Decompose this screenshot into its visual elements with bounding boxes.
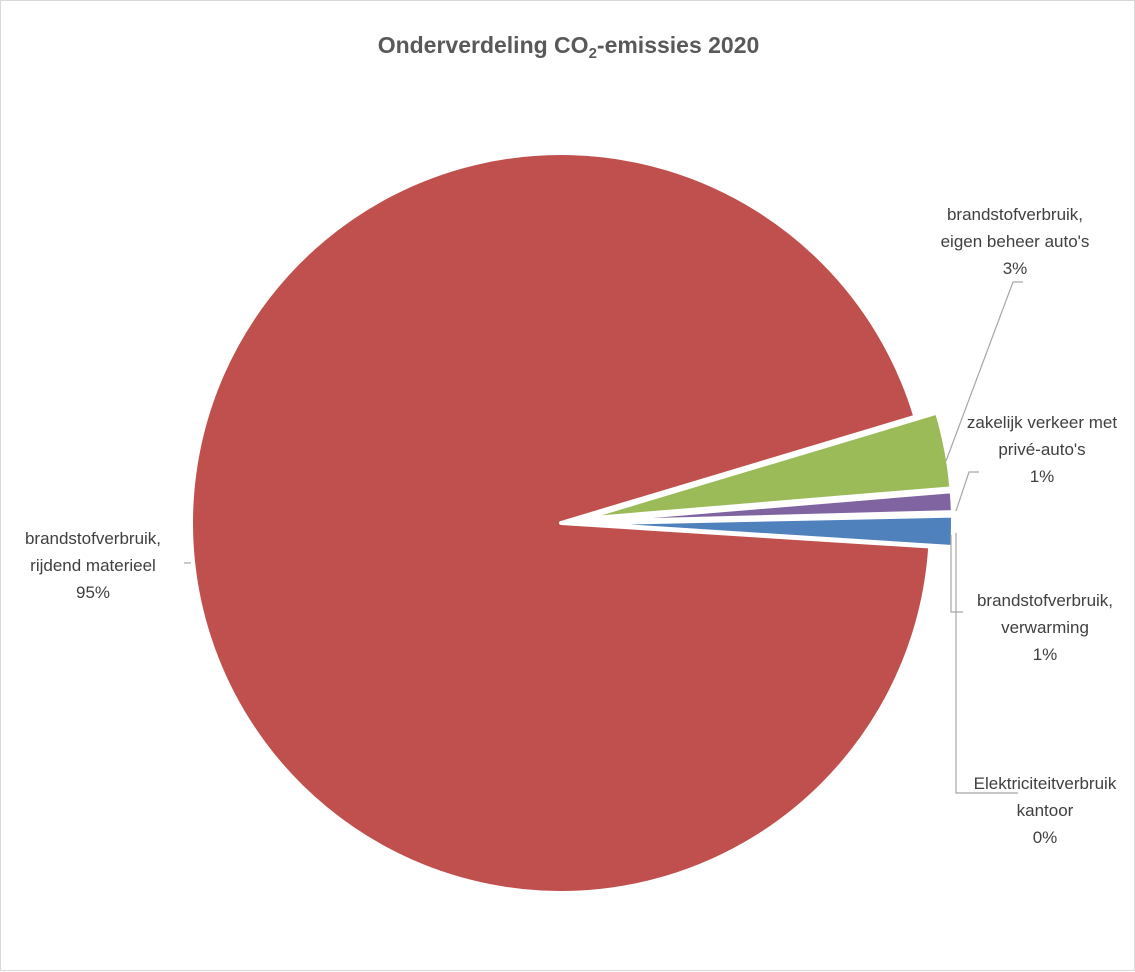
data-label-category-line: privé-auto's: [998, 440, 1085, 459]
pie-slice-brandstofverbruik-eigen-beheer-auto-s: [580, 410, 954, 521]
leader-line-zakelijk-verkeer-met-prive-auto-s: [955, 471, 979, 512]
data-label-percent: 0%: [1033, 828, 1058, 847]
data-label-category-line: brandstofverbruik,: [25, 529, 161, 548]
chart-title: Onderverdeling CO2-emissies 2020: [1, 31, 1135, 68]
pie-slice-zakelijk-verkeer-met-prive-auto-s: [580, 489, 955, 524]
leader-line-brandstofverbruik-verwarming: [950, 535, 963, 613]
data-label-category-line: brandstofverbruik,: [977, 591, 1113, 610]
data-label-category-line: Elektriciteitverbruik: [974, 774, 1117, 793]
data-label-zakelijk-verkeer-met-prive-auto-s: zakelijk verkeer met privé-auto's 1%: [967, 413, 1117, 486]
data-label-percent: 1%: [1033, 645, 1058, 664]
data-label-category-line: brandstofverbruik,: [947, 205, 1083, 224]
data-label-percent: 3%: [1003, 259, 1028, 278]
data-label-category-line: eigen beheer auto's: [941, 232, 1090, 251]
data-label-brandstofverbruik-verwarming: brandstofverbruik, verwarming 1%: [977, 591, 1113, 664]
data-label-percent: 95%: [76, 583, 110, 602]
data-label-elektriciteitverbruik-kantoor: Elektriciteitverbruik kantoor 0%: [974, 774, 1117, 847]
pie-slices: [189, 151, 955, 895]
data-label-percent: 1%: [1030, 467, 1055, 486]
pie-slice-brandstofverbruik-verwarming: [580, 513, 955, 550]
pie-slice-brandstofverbruik-rijdend-materieel: [189, 151, 933, 895]
data-label-category-line: kantoor: [1017, 801, 1074, 820]
data-label-category-line: zakelijk verkeer met: [967, 413, 1117, 432]
data-label-brandstofverbruik-eigen-beheer-auto-s: brandstofverbruik, eigen beheer auto's 3%: [941, 205, 1090, 278]
data-labels: Elektriciteitverbruik kantoor 0% brandstofv…: [25, 205, 1117, 847]
data-label-brandstofverbruik-rijdend-materieel: brandstofverbruik, rijdend materieel 95%: [25, 529, 161, 602]
leader-line-elektriciteitverbruik-kantoor: [955, 533, 1018, 794]
chart-title-subscript: 2: [588, 45, 597, 62]
chart-title-prefix: Onderverdeling CO: [377, 32, 589, 58]
chart-title-suffix: -emissies 2020: [596, 32, 760, 58]
leader-lines: [184, 281, 1023, 794]
leader-line-brandstofverbruik-eigen-beheer-auto-s: [945, 281, 1023, 462]
data-label-category-line: verwarming: [1001, 618, 1089, 637]
data-label-category-line: rijdend materieel: [30, 556, 156, 575]
